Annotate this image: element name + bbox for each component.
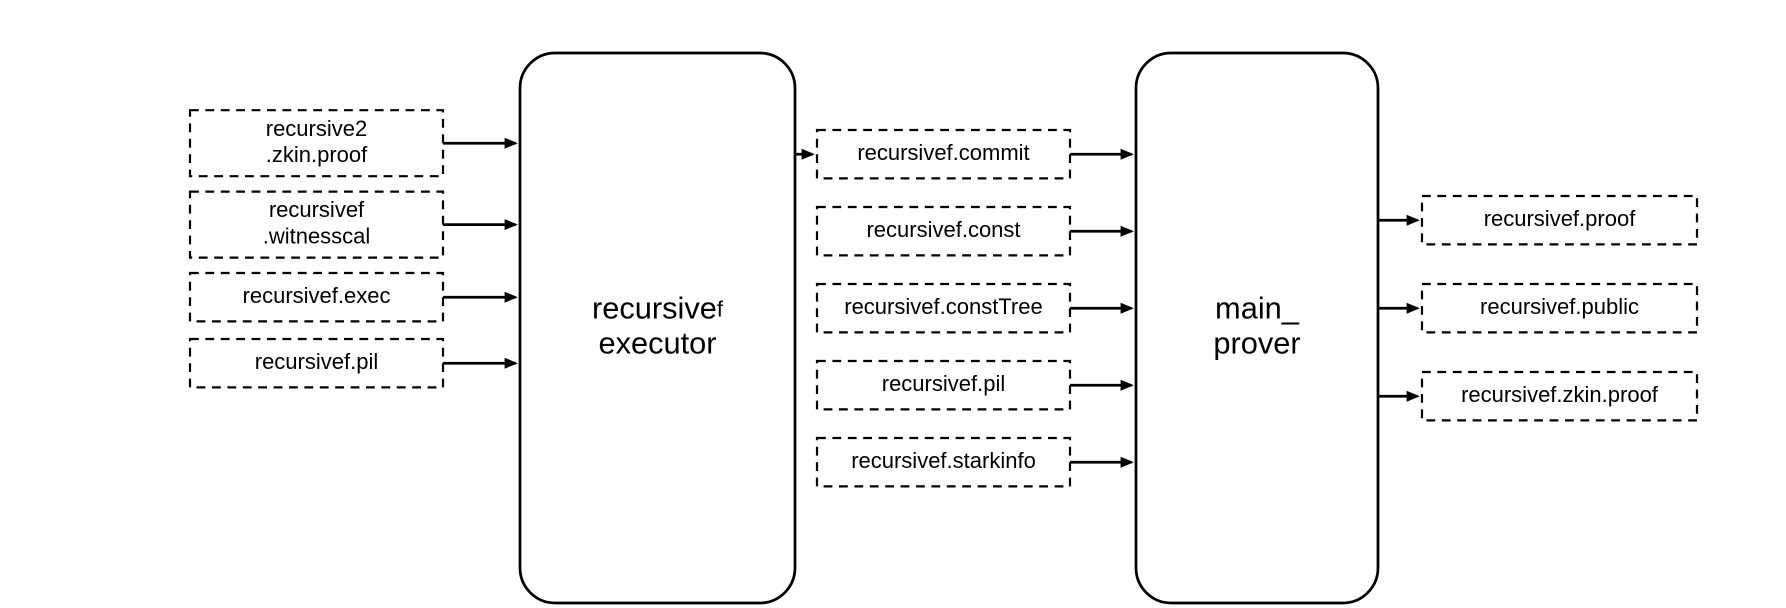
mid-m2-label: recursivef.const	[866, 217, 1020, 242]
flow-diagram: recursive2.zkin.proofrecursivef.witnessc…	[0, 0, 1786, 608]
output-o2-label: recursivef.public	[1480, 294, 1639, 319]
output-o3-label: recursivef.zkin.proof	[1461, 382, 1659, 407]
input-in3-l1: recursivef.exec	[243, 283, 391, 308]
mid-m4-label: recursivef.pil	[882, 371, 1005, 396]
mid-m5-label: recursivef.starkinfo	[851, 448, 1036, 473]
input-in2-l2: .witnesscal	[263, 224, 371, 249]
executor-label-1: recursivef	[592, 291, 724, 326]
input-in2-l1: recursivef	[269, 197, 365, 222]
prover-label-2: prover	[1213, 326, 1300, 361]
input-in1-l2: .zkin.proof	[266, 142, 368, 167]
input-in1-l1: recursive2	[266, 116, 367, 141]
executor-label-2: executor	[598, 326, 716, 361]
mid-m3-label: recursivef.constTree	[844, 294, 1042, 319]
mid-m1-label: recursivef.commit	[857, 140, 1029, 165]
output-o1-label: recursivef.proof	[1484, 206, 1637, 231]
input-in4-l1: recursivef.pil	[255, 349, 378, 374]
prover-label-1: main_	[1215, 291, 1300, 326]
